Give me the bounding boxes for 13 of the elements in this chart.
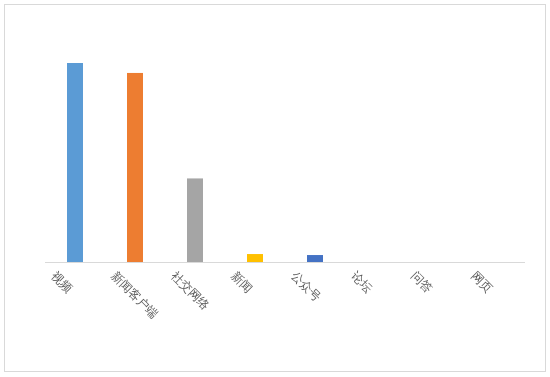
x-tick-label: 视频 xyxy=(48,268,76,296)
bar xyxy=(307,255,323,262)
x-tick-label: 问答 xyxy=(408,268,436,296)
bar xyxy=(67,63,83,262)
x-tick-label: 新闻 xyxy=(228,268,256,296)
bar xyxy=(247,254,263,262)
x-tick-label: 论坛 xyxy=(348,268,376,296)
x-tick-label: 公众号 xyxy=(288,268,324,304)
x-tick-label: 网页 xyxy=(468,268,496,296)
x-tick-label: 新闻客户端 xyxy=(108,268,161,321)
bar xyxy=(187,178,203,262)
bar xyxy=(127,72,143,262)
x-tick-label: 社交网络 xyxy=(168,268,212,312)
